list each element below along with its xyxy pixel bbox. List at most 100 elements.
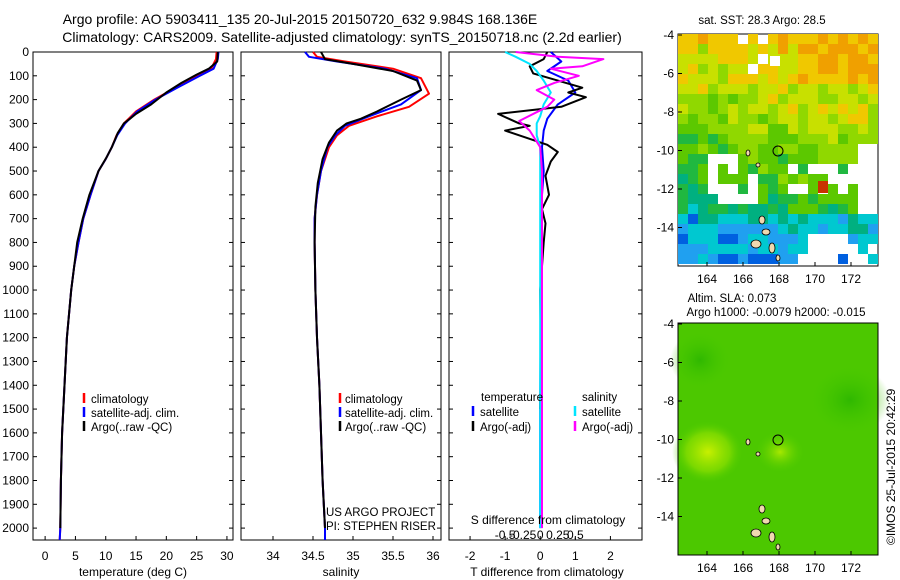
sst-cell [758, 134, 768, 144]
sst-cell [748, 134, 758, 144]
sst-cell [838, 214, 848, 224]
sst-cell [798, 84, 808, 94]
sst-cell [758, 124, 768, 134]
legend-label: Argo(..raw -QC) [345, 422, 426, 434]
sst-cell [758, 184, 768, 194]
sst-cell [798, 124, 808, 134]
sst-cell [838, 224, 848, 234]
sst-cell [788, 44, 798, 54]
sst-cell [808, 84, 818, 94]
sst-cell [868, 214, 878, 224]
sst-argo-location-marker [772, 145, 784, 157]
sst-cell [738, 154, 748, 164]
legend-label: climatology [345, 394, 403, 406]
sst-cell [768, 124, 778, 134]
sst-cell [738, 54, 748, 64]
sst-cell [688, 164, 698, 174]
depth-tick-label: 400 [9, 140, 29, 154]
sst-cell [678, 54, 688, 64]
map-latitude-label: -10 [657, 433, 675, 447]
sst-cell [738, 144, 748, 154]
sst-cell [798, 64, 808, 74]
x-tick-label: 5 [72, 549, 79, 563]
sst-cell [778, 94, 788, 104]
legend-label: satellite-adj. clim. [91, 408, 179, 420]
sst-cell [748, 84, 758, 94]
sst-cell [688, 94, 698, 104]
sst-cell [838, 204, 848, 214]
sst-cell [758, 74, 768, 84]
sst-cell [868, 64, 878, 74]
sst-cell [738, 244, 748, 254]
sst-cell [858, 124, 868, 134]
sst-cell [698, 54, 708, 64]
sst-cell [798, 34, 808, 44]
sst-cell [698, 194, 708, 204]
sst-cell [788, 54, 798, 64]
x-tick-label: 0 [537, 549, 544, 563]
sst-cell [678, 114, 688, 124]
sst-cell [798, 94, 808, 104]
sst-cell [798, 234, 808, 244]
sst-cell [768, 94, 778, 104]
sst-cell [698, 114, 708, 124]
sst-cell [698, 244, 708, 254]
sst-cell [808, 54, 818, 64]
sst-cell [828, 104, 838, 114]
sst-cell [808, 194, 818, 204]
sst-cell [708, 34, 718, 44]
sst-cell [678, 154, 688, 164]
legend-label: satellite-adj. clim. [345, 408, 433, 420]
sst-cell [738, 164, 748, 174]
sst-cell [758, 254, 768, 264]
sst-cell [828, 224, 838, 234]
sst-cell [718, 134, 728, 144]
sst-cell [738, 224, 748, 234]
sst-cell [698, 154, 708, 164]
sst-cell [728, 144, 738, 154]
sla-low-anomaly [670, 332, 730, 388]
sst-cell [748, 164, 758, 174]
x-tick-label: 34 [266, 549, 280, 563]
sst-cell [808, 104, 818, 114]
sst-cell [708, 254, 718, 264]
sst-cell [778, 244, 788, 254]
sst-cell [718, 174, 728, 184]
sst-cell [688, 204, 698, 214]
sst-cell [798, 44, 808, 54]
sst-cell [698, 64, 708, 74]
s-difference-axis-label: S difference from climatology [471, 513, 626, 527]
sst-cell [758, 64, 768, 74]
sst-cell [818, 94, 828, 104]
sst-cell [708, 44, 718, 54]
sst-map-axes: 164 166 168 170 172 -4 -6 -8 -10 -12 -14 [657, 28, 862, 286]
sst-cell [698, 74, 708, 84]
sst-cell [708, 114, 718, 124]
sst-cell [718, 124, 728, 134]
sst-cell [738, 204, 748, 214]
sst-cell [718, 214, 728, 224]
series-line-argo-raw-qc- [313, 51, 422, 529]
sst-cell [808, 214, 818, 224]
sst-cell [718, 244, 728, 254]
sst-cell [708, 194, 718, 204]
island-shape [745, 438, 751, 446]
sst-warm-cell [818, 181, 828, 193]
sst-cell [868, 224, 878, 234]
sst-cell [838, 84, 848, 94]
map-latitude-label: -6 [663, 356, 674, 370]
sst-cell [708, 64, 718, 74]
sst-cell [698, 124, 708, 134]
sst-cell [688, 54, 698, 64]
sst-cell [748, 144, 758, 154]
sst-cell [678, 214, 688, 224]
sst-cell [758, 114, 768, 124]
sst-cell [808, 144, 818, 154]
sst-cell [678, 254, 688, 264]
sst-cell [818, 144, 828, 154]
sst-cell [728, 64, 738, 74]
sst-cell [768, 184, 778, 194]
sst-cell [778, 184, 788, 194]
pi-label: PI: STEPHEN RISER [326, 521, 436, 533]
sst-cell [728, 44, 738, 54]
